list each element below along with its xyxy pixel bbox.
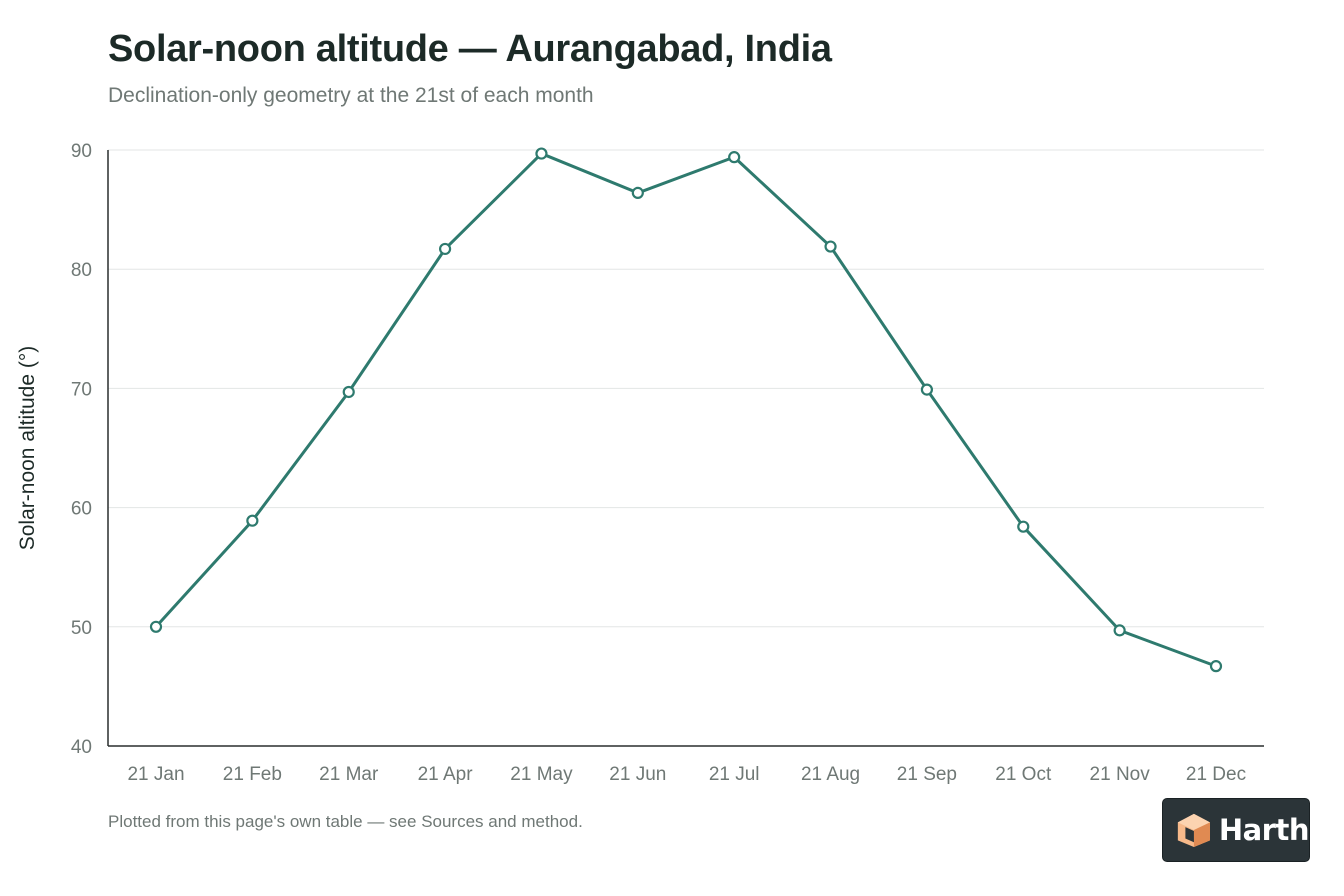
cube-icon [1177, 813, 1211, 848]
data-point[interactable] [342, 385, 355, 399]
brand-logo[interactable]: Harth [1162, 798, 1310, 862]
data-point[interactable] [1113, 624, 1126, 637]
data-point[interactable] [631, 186, 644, 200]
y-tick-label: 90 [71, 141, 92, 162]
data-point[interactable] [438, 242, 452, 256]
data-point[interactable] [920, 383, 934, 396]
footnote: Plotted from this page's own table — see… [108, 812, 583, 831]
y-tick-label: 80 [71, 260, 92, 281]
data-point[interactable] [1017, 520, 1030, 533]
data-point[interactable] [149, 620, 163, 633]
series-layer [149, 147, 1223, 673]
x-tick-label: 21 Apr [418, 764, 474, 785]
y-tick-labels: 40 50 60 70 80 90 [71, 141, 92, 758]
data-point[interactable] [1209, 660, 1223, 673]
y-tick-label: 50 [71, 618, 92, 639]
brand-name: Harth [1218, 813, 1310, 847]
data-point[interactable] [246, 514, 259, 527]
x-tick-label: 21 Mar [319, 764, 379, 785]
x-tick-label: 21 Nov [1090, 764, 1151, 785]
x-tick-label: 21 Jun [609, 764, 666, 785]
x-tick-label: 21 Aug [801, 764, 860, 785]
x-tick-label: 21 Sep [897, 764, 957, 785]
y-tick-label: 70 [71, 379, 92, 400]
axes [107, 150, 1264, 747]
y-tick-label: 40 [71, 737, 92, 758]
data-point[interactable] [728, 151, 741, 164]
y-axis-label: Solar-noon altitude (°) [16, 346, 39, 551]
x-tick-label: 21 May [510, 764, 573, 785]
grid-lines [108, 149, 1264, 628]
data-point[interactable] [824, 240, 837, 253]
x-tick-labels: 21 Jan 21 Feb 21 Mar 21 Apr 21 May 21 Jun 21 J… [127, 764, 1246, 785]
series-line [154, 152, 1218, 668]
page-subtitle: Declination-only geometry at the 21st of… [108, 84, 594, 107]
y-tick-label: 60 [71, 499, 92, 520]
x-tick-label: 21 Dec [1186, 764, 1246, 785]
x-tick-label: 21 Jan [127, 764, 184, 785]
x-tick-label: 21 Oct [995, 764, 1052, 785]
data-point[interactable] [535, 147, 548, 160]
page-title: Solar-noon altitude — Aurangabad, India [108, 28, 832, 70]
x-tick-label: 21 Feb [223, 764, 282, 785]
x-tick-label: 21 Jul [709, 764, 760, 785]
